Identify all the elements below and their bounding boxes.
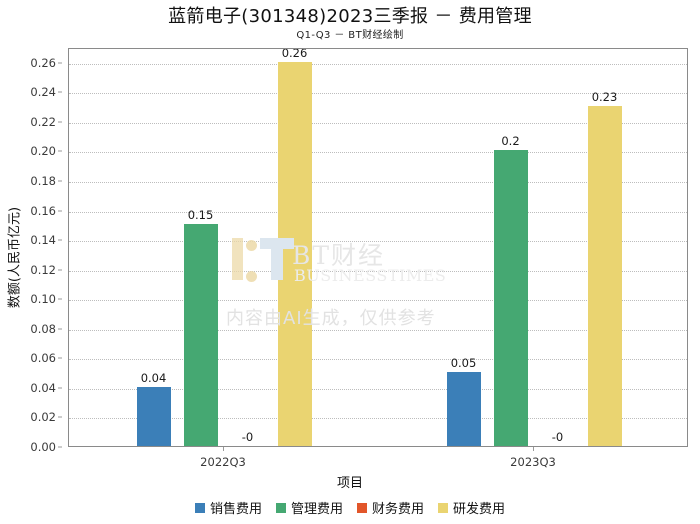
chart-title: 蓝箭电子(301348)2023三季报 － 费用管理	[168, 6, 532, 27]
gridline	[69, 270, 687, 272]
bar[interactable]	[587, 106, 622, 446]
legend-item[interactable]: 研发费用	[438, 498, 505, 517]
y-tick-mark	[58, 91, 62, 93]
legend-label: 管理费用	[290, 502, 343, 517]
legend: 销售费用 管理费用 财务费用 研发费用	[0, 498, 700, 517]
bar-value-label: -0	[241, 430, 254, 444]
y-tick-label: 0.10	[30, 292, 56, 307]
gridline	[69, 93, 687, 95]
plot-area: 0.04 0.15 -0 0.26 0.05 0.2 -0 0.23	[68, 48, 688, 447]
x-tick-mark	[533, 447, 534, 451]
legend-item[interactable]: 销售费用	[194, 498, 262, 517]
bar-value-label: 0.26	[281, 48, 308, 60]
gridline	[69, 152, 687, 154]
x-tick-mark	[223, 447, 224, 451]
legend-swatch-icon	[438, 502, 449, 513]
y-tick-mark	[58, 150, 62, 152]
y-tick-mark	[58, 416, 62, 418]
bar[interactable]	[493, 150, 528, 446]
chart-subtitle: Q1-Q3 － BT财经绘制	[296, 30, 404, 41]
y-tick-mark	[58, 62, 62, 64]
x-tick-label: 2023Q3	[510, 455, 556, 469]
legend-swatch-icon	[357, 502, 367, 513]
y-tick-mark	[58, 328, 62, 330]
y-tick-label: 0.16	[30, 203, 56, 218]
legend-label: 销售费用	[209, 502, 262, 517]
y-tick-label: 0.12	[30, 262, 56, 277]
y-tick-mark	[58, 357, 62, 359]
bar-value-label: -0	[551, 430, 564, 444]
legend-item[interactable]: 财务费用	[357, 498, 424, 517]
y-tick-label: 0.08	[30, 321, 56, 336]
y-tick-mark	[58, 210, 62, 212]
gridline	[69, 122, 687, 124]
x-axis: 2022Q3 2023Q3	[68, 447, 688, 477]
y-tick-label: 0.14	[30, 233, 56, 248]
gridline	[69, 300, 687, 302]
y-tick-label: 0.00	[30, 440, 56, 454]
y-tick-label: 0.26	[30, 55, 56, 70]
gridline	[69, 182, 687, 183]
y-tick-mark	[58, 269, 62, 271]
legend-item[interactable]: 管理费用	[275, 498, 343, 517]
bar[interactable]	[277, 61, 312, 446]
legend-label: 财务费用	[372, 502, 425, 517]
y-tick-mark	[58, 180, 62, 182]
y-tick-label: 0.02	[30, 410, 56, 425]
bar[interactable]	[183, 224, 218, 446]
bar[interactable]	[446, 372, 481, 446]
gridline	[69, 418, 687, 420]
y-tick-mark	[58, 387, 62, 389]
legend-label: 研发费用	[453, 502, 506, 517]
bar-value-label: 0.2	[501, 134, 520, 149]
x-axis-title: 项目	[336, 476, 363, 491]
gridline	[69, 359, 687, 361]
legend-swatch-icon	[194, 502, 205, 513]
y-tick-label: 0.06	[30, 351, 56, 366]
legend-swatch-icon	[275, 502, 286, 513]
y-tick-label: 0.24	[30, 85, 56, 100]
y-tick-mark	[58, 239, 62, 241]
y-tick-mark	[58, 298, 62, 300]
bar-value-label: 0.23	[591, 90, 618, 105]
gridline	[69, 241, 687, 243]
y-tick-mark	[58, 121, 62, 123]
gridline	[69, 211, 687, 213]
bar-value-label: 0.05	[450, 356, 477, 371]
y-tick-mark	[58, 446, 62, 448]
y-axis-title: 数额(人民币亿元)	[7, 206, 23, 309]
y-tick-label: 0.22	[30, 114, 56, 129]
bar[interactable]	[136, 386, 171, 446]
bar-value-label: 0.15	[187, 208, 214, 223]
bar-value-label: 0.04	[140, 370, 167, 385]
gridline	[69, 388, 687, 390]
y-tick-label: 0.20	[30, 144, 56, 159]
gridline	[69, 329, 687, 331]
y-tick-label: 0.04	[30, 380, 56, 395]
y-tick-label: 0.18	[30, 174, 56, 188]
gridline	[69, 63, 687, 65]
x-tick-label: 2022Q3	[200, 455, 246, 469]
y-axis: 0.00 0.02 0.04 0.06 0.08 0.10 0.12 0.14 0.16 0.18…	[0, 48, 62, 454]
